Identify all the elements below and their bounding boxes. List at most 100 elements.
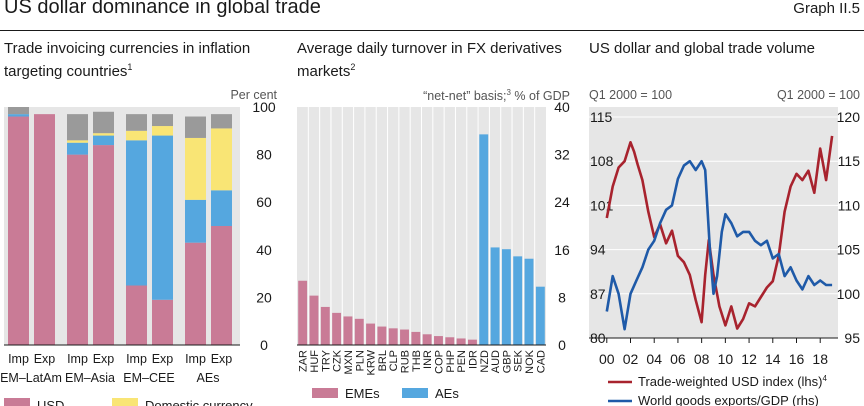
panel2-ytick-label: 8: [558, 289, 566, 305]
panel1-bar-segment-domestic: [126, 130, 147, 141]
panel2-bar: [309, 295, 319, 345]
panel1-bar-label: Exp: [152, 352, 174, 366]
panel3-xtick-label: 16: [789, 351, 805, 367]
panel3-left-ytick-label: 108: [590, 153, 614, 169]
panel1-bar-segment-usd: [185, 242, 206, 345]
panel3-xtick-label: 10: [718, 351, 734, 367]
panel3-plot-area: [589, 107, 838, 338]
panel2-unit: “net-net” basis;3 % of GDP: [423, 88, 570, 104]
panel1-bar-segment-other: [8, 107, 29, 115]
panel1-bar-label: Exp: [93, 352, 115, 366]
panel2-category-label: IDR: [467, 350, 479, 369]
panel1-group-label: EM–CEE: [123, 371, 174, 385]
panel2-category-label: PLN: [354, 350, 366, 371]
panel3-xtick-label: 00: [599, 351, 615, 367]
panel2-bar: [535, 286, 545, 345]
panel2-bar: [320, 306, 330, 345]
panel1-bar-label: Imp: [8, 352, 29, 366]
panel2-category-label: CZK: [332, 349, 344, 372]
panel1-bar-segment-usd: [152, 299, 173, 345]
panel2-bar: [524, 258, 534, 345]
panel2-ytick-label: 0: [558, 337, 566, 353]
panel3-xtick-label: 02: [623, 351, 639, 367]
panel2-category-label: NOK: [524, 349, 536, 374]
panel1-bar-segment-euro: [211, 190, 232, 226]
panel1-ytick-label: 80: [256, 147, 272, 163]
panel3-title: US dollar and global trade volume: [589, 40, 815, 57]
panel2-bar: [400, 329, 409, 345]
panel2-ytick-label: 24: [554, 194, 570, 210]
panel2-bar: [513, 256, 523, 345]
panel2-category-label: AUD: [490, 350, 502, 373]
panel1-bar-segment-euro: [8, 114, 29, 117]
panel2-category-label: COP: [433, 350, 445, 374]
panel3-left-ytick-label: 87: [590, 286, 606, 302]
panel1-bar-segment-usd: [126, 285, 147, 345]
panel1-bar-segment-euro: [93, 135, 114, 146]
panel3-legend-label: Trade-weighted USD index (lhs)4: [638, 374, 827, 389]
panel1-bar-segment-usd: [34, 114, 55, 345]
panel1-bar-segment-other: [126, 114, 147, 131]
title-rule: [0, 30, 864, 31]
panel2-bar: [467, 339, 477, 345]
panel3-xtick-label: 04: [646, 351, 662, 367]
panel1-group-label: EM–Asia: [65, 371, 115, 385]
panel2-legend-label: AEs: [435, 386, 459, 401]
panel2-bar: [343, 316, 353, 345]
panel2-bar: [354, 318, 364, 345]
panel2-category-label: HUF: [309, 350, 321, 373]
panel2-category-label: GBP: [501, 350, 513, 373]
panel2-bar: [332, 312, 342, 345]
panel3-xtick-label: 06: [670, 351, 686, 367]
panel2-category-label: CLP: [388, 350, 400, 371]
panel1-bar-segment-other: [93, 111, 114, 134]
panel1-bar-segment-domestic: [93, 133, 114, 136]
panel1-ytick-label: 40: [256, 242, 272, 258]
panel1-group-label: AEs: [197, 371, 220, 385]
panel1-bar-segment-domestic: [211, 128, 232, 191]
panel1-bar-segment-euro: [126, 140, 147, 286]
panel1-bar-segment-usd: [93, 145, 114, 345]
panel3-legend-footnote: 4: [822, 374, 827, 383]
panel1-bar-segment-other: [185, 116, 206, 138]
panel1-bar-label: Exp: [211, 352, 233, 366]
panel2-category-label: PHP: [445, 350, 457, 373]
panel1-bar-segment-euro: [185, 199, 206, 243]
panel2-bar: [298, 280, 308, 345]
panel1-legend-swatch: [112, 398, 138, 406]
panel2-category-label: NZD: [479, 350, 491, 373]
panel1-legend-label: USD: [37, 398, 64, 406]
panel1-group-label: EM–LatAm: [0, 371, 62, 385]
panel2-ytick-label: 16: [554, 242, 570, 258]
panel2-bar: [388, 328, 398, 345]
panel2-category-label: RUB: [400, 350, 412, 373]
panel1-ytick-label: 20: [256, 289, 272, 305]
panel1-bar-segment-domestic: [185, 137, 206, 200]
panel3-right-ytick-label: 115: [838, 153, 861, 169]
panel2-category-label: BRL: [377, 350, 389, 371]
panel1-bar-label: Imp: [67, 352, 88, 366]
panel1-legend-swatch: [4, 398, 30, 406]
panel2-legend-label: EMEs: [345, 386, 380, 401]
panel3-xtick-label: 14: [765, 351, 781, 367]
panel2-bar: [434, 336, 443, 345]
panel3-left-ytick-label: 94: [590, 242, 606, 258]
panel2-bar: [479, 134, 489, 345]
panel1-legend-label: Domestic currency: [145, 398, 253, 406]
panel2-category-label: ZAR: [298, 350, 310, 372]
panel1-bar-segment-usd: [67, 154, 88, 345]
panel2-category-label: TRY: [320, 349, 332, 371]
panel1-bar-segment-euro: [67, 142, 88, 155]
panel1-bar-label: Imp: [185, 352, 206, 366]
panel1-bar-segment-other: [67, 114, 88, 141]
panel3-right-ytick-label: 110: [838, 197, 861, 213]
panel3-legend-label: World goods exports/GDP (rhs): [638, 393, 819, 406]
panel1-bar-segment-euro: [152, 135, 173, 300]
panel1-bar-segment-domestic: [67, 140, 88, 143]
panel2-ytick-label: 40: [554, 99, 570, 115]
panel3-series-line-usd-index: [605, 135, 834, 330]
panel2-bar: [456, 338, 466, 345]
panel2-category-label: SEK: [513, 349, 525, 372]
panel2-category-label: MXN: [343, 350, 355, 375]
panel3-series-line-world-exports: [605, 159, 833, 331]
